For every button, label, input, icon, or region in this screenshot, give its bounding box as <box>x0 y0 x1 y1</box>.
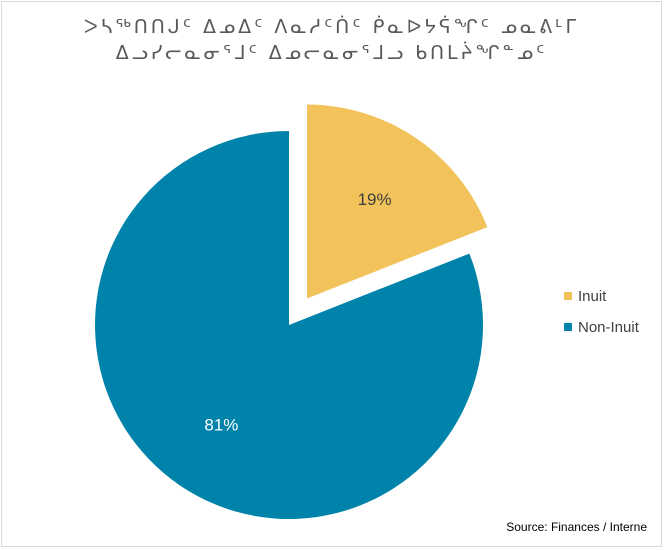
data-label-inuit: 19% <box>358 190 392 209</box>
chart-title-line-1: ᐳᓴᖅᑎᑎᒍᑦ ᐃᓄᐃᑦ ᐱᓇᓱᑦᑏᑦ ᑮᓇᐅᔭᕌᖏᑦ ᓄᓇᕕᒻᒥ <box>83 16 580 38</box>
pie-slice-non-inuit <box>95 131 483 519</box>
pie-slice-inuit <box>306 104 488 299</box>
legend-label-non-inuit: Non-Inuit <box>578 318 639 336</box>
legend-swatch-non-inuit <box>564 323 572 331</box>
legend-item-inuit: Inuit <box>564 286 639 306</box>
legend: Inuit Non-Inuit <box>564 286 639 348</box>
chart-title: ᐳᓴᖅᑎᑎᒍᑦ ᐃᓄᐃᑦ ᐱᓇᓱᑦᑏᑦ ᑮᓇᐅᔭᕌᖏᑦ ᓄᓇᕕᒻᒥ ᐃᓗᓯᓕᓇᓂ… <box>2 14 661 66</box>
source-note: Source: Finances / Interne <box>506 520 647 534</box>
chart-title-line-2: ᐃᓗᓯᓕᓇᓂᕐᒧᑦ ᐃᓄᓕᓇᓂᕐᒧᓗ ᑲᑎᒪᔩᖏᓐᓄᑦ <box>115 42 548 64</box>
data-label-non-inuit: 81% <box>204 415 238 434</box>
legend-item-non-inuit: Non-Inuit <box>564 317 639 337</box>
legend-swatch-inuit <box>564 292 572 300</box>
legend-label-inuit: Inuit <box>578 287 607 305</box>
